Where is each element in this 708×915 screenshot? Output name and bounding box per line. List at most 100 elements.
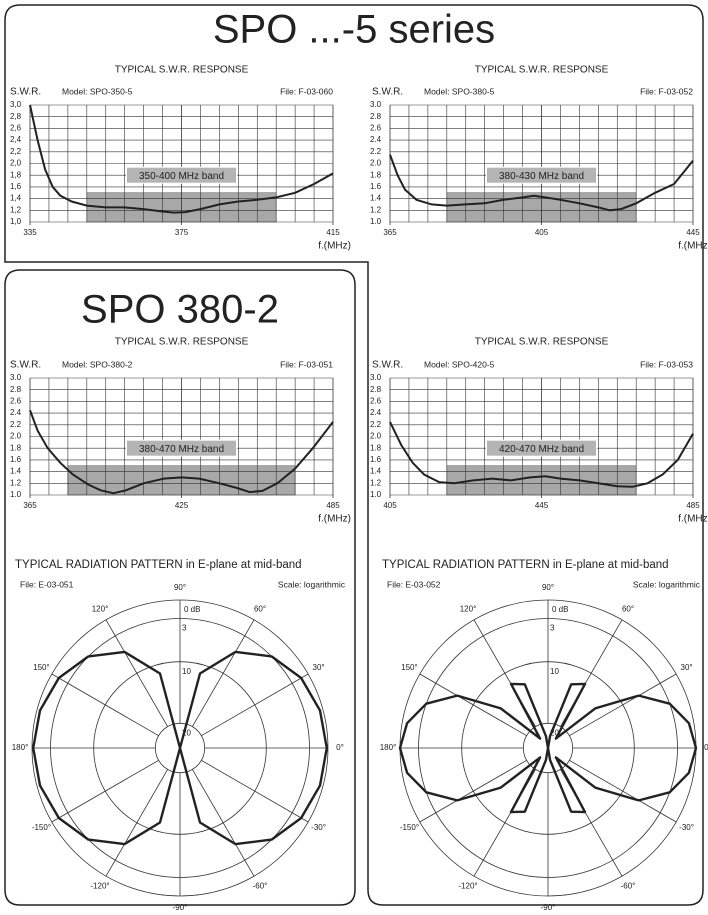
y-tick-label: 2.0 (10, 432, 22, 441)
file: File: E-03-052 (387, 579, 441, 589)
y-tick-label: 1.6 (10, 455, 22, 464)
r-tick-label: 0 dB (184, 605, 200, 614)
y-tick-label: 1.0 (370, 217, 382, 226)
y-tick-label: 1,0 (10, 217, 22, 226)
y-tick-label: 1.8 (370, 443, 382, 452)
y-tick-label: 1,2 (10, 205, 22, 214)
spoke (569, 673, 677, 737)
y-tick-label: 2.6 (370, 397, 382, 406)
chart-title: TYPICAL S.W.R. RESPONSE (115, 337, 249, 348)
y-tick-label: 2.4 (370, 408, 382, 417)
y-tick-label: 1,4 (10, 194, 22, 203)
swr-curve (29, 104, 334, 214)
frame (4, 4, 704, 906)
y-tick-label: 2.8 (10, 385, 22, 394)
band-label: 380-430 MHz band (499, 171, 584, 182)
y-tick-label: 2.2 (370, 147, 382, 156)
angle-label: -120° (458, 882, 477, 891)
x-tick-label: 365 (23, 501, 37, 510)
band-label: 350-400 MHz band (139, 171, 224, 182)
r-tick-label: 20 (182, 728, 191, 737)
y-axis-label: S.W.R. (10, 87, 41, 98)
y-tick-label: 2.2 (370, 420, 382, 429)
r-tick-label: 0 dB (552, 605, 568, 614)
y-tick-label: 2.8 (370, 112, 382, 121)
y-tick-label: 1.4 (10, 467, 22, 476)
y-tick-label: 3.0 (370, 100, 382, 109)
band-label-box (126, 439, 237, 457)
angle-label: 120° (460, 605, 477, 614)
y-axis-label: S.W.R. (372, 360, 403, 371)
file: File: F-03-060 (280, 86, 333, 96)
band-label-box (486, 166, 597, 184)
x-tick-label: 415 (326, 228, 340, 237)
angle-label: -150° (32, 823, 51, 832)
chart-title: TYPICAL S.W.R. RESPONSE (475, 65, 609, 76)
chart-title: TYPICAL S.W.R. RESPONSE (115, 65, 249, 76)
angle-label: 150° (401, 663, 418, 672)
angle-label: 30° (681, 663, 693, 672)
scale-label: Scale: logarithmic (633, 579, 701, 589)
y-tick-label: 1.4 (370, 194, 382, 203)
x-tick-label: 335 (23, 228, 37, 237)
spoke (419, 759, 527, 823)
y-tick-label: 2,4 (10, 135, 22, 144)
angle-label: -60° (621, 882, 636, 891)
file: File: E-03-051 (20, 579, 74, 589)
series-title: SPO ...-5 series (213, 8, 495, 52)
y-tick-label: 1.6 (370, 455, 382, 464)
swr-curve (389, 154, 694, 212)
spoke (569, 759, 677, 823)
y-tick-label: 2.0 (370, 159, 382, 168)
x-tick-label: 445 (686, 228, 700, 237)
angle-label: 0° (704, 743, 708, 752)
y-tick-label: 3.0 (370, 373, 382, 382)
y-tick-label: 2,0 (10, 159, 22, 168)
angle-label: 150° (33, 663, 50, 672)
angle-label: 90° (174, 583, 186, 592)
y-tick-label: 1.2 (370, 205, 382, 214)
swr-curve (389, 421, 694, 488)
x-tick-label: 425 (175, 501, 189, 510)
model-title: SPO 380-2 (81, 288, 279, 332)
spoke (191, 619, 255, 727)
angle-label: -90° (541, 903, 556, 910)
y-tick-label: 2,6 (10, 124, 22, 133)
x-tick-label: 445 (535, 501, 549, 510)
x-tick-label: 485 (686, 501, 700, 510)
chart-title: TYPICAL RADIATION PATTERN in E-plane at … (382, 559, 669, 571)
angle-label: 60° (254, 605, 266, 614)
chart-title: TYPICAL RADIATION PATTERN in E-plane at … (15, 559, 302, 571)
swr-curve (29, 409, 334, 495)
spoke (191, 769, 255, 877)
spoke (201, 759, 309, 823)
pattern-curve (32, 650, 328, 846)
x-tick-label: 485 (326, 501, 340, 510)
y-tick-label: 2,8 (10, 112, 22, 121)
r-tick-label: 10 (182, 667, 191, 676)
spoke (51, 759, 159, 823)
x-tick-label: 405 (535, 228, 549, 237)
spoke (419, 673, 527, 737)
x-tick-label: 375 (175, 228, 189, 237)
y-tick-label: 1,6 (10, 182, 22, 191)
y-tick-label: 1.6 (370, 182, 382, 191)
chart-title: TYPICAL S.W.R. RESPONSE (475, 337, 609, 348)
y-tick-label: 1.0 (370, 490, 382, 499)
y-tick-label: 1.2 (370, 478, 382, 487)
model: Model: SPO-420-5 (424, 359, 495, 369)
spoke (105, 769, 169, 877)
r-tick-label: 10 (550, 667, 559, 676)
band-label-box (486, 439, 597, 457)
band-label-box (126, 166, 237, 184)
angle-label: 0° (336, 743, 344, 752)
y-tick-label: 3,0 (10, 100, 22, 109)
angle-label: -30° (311, 823, 326, 832)
angle-label: 60° (622, 605, 634, 614)
y-tick-label: 2.6 (370, 124, 382, 133)
y-tick-label: 2.4 (370, 135, 382, 144)
band-label: 420-470 MHz band (499, 444, 584, 455)
y-axis-label: S.W.R. (372, 87, 403, 98)
file: File: F-03-052 (640, 86, 693, 96)
